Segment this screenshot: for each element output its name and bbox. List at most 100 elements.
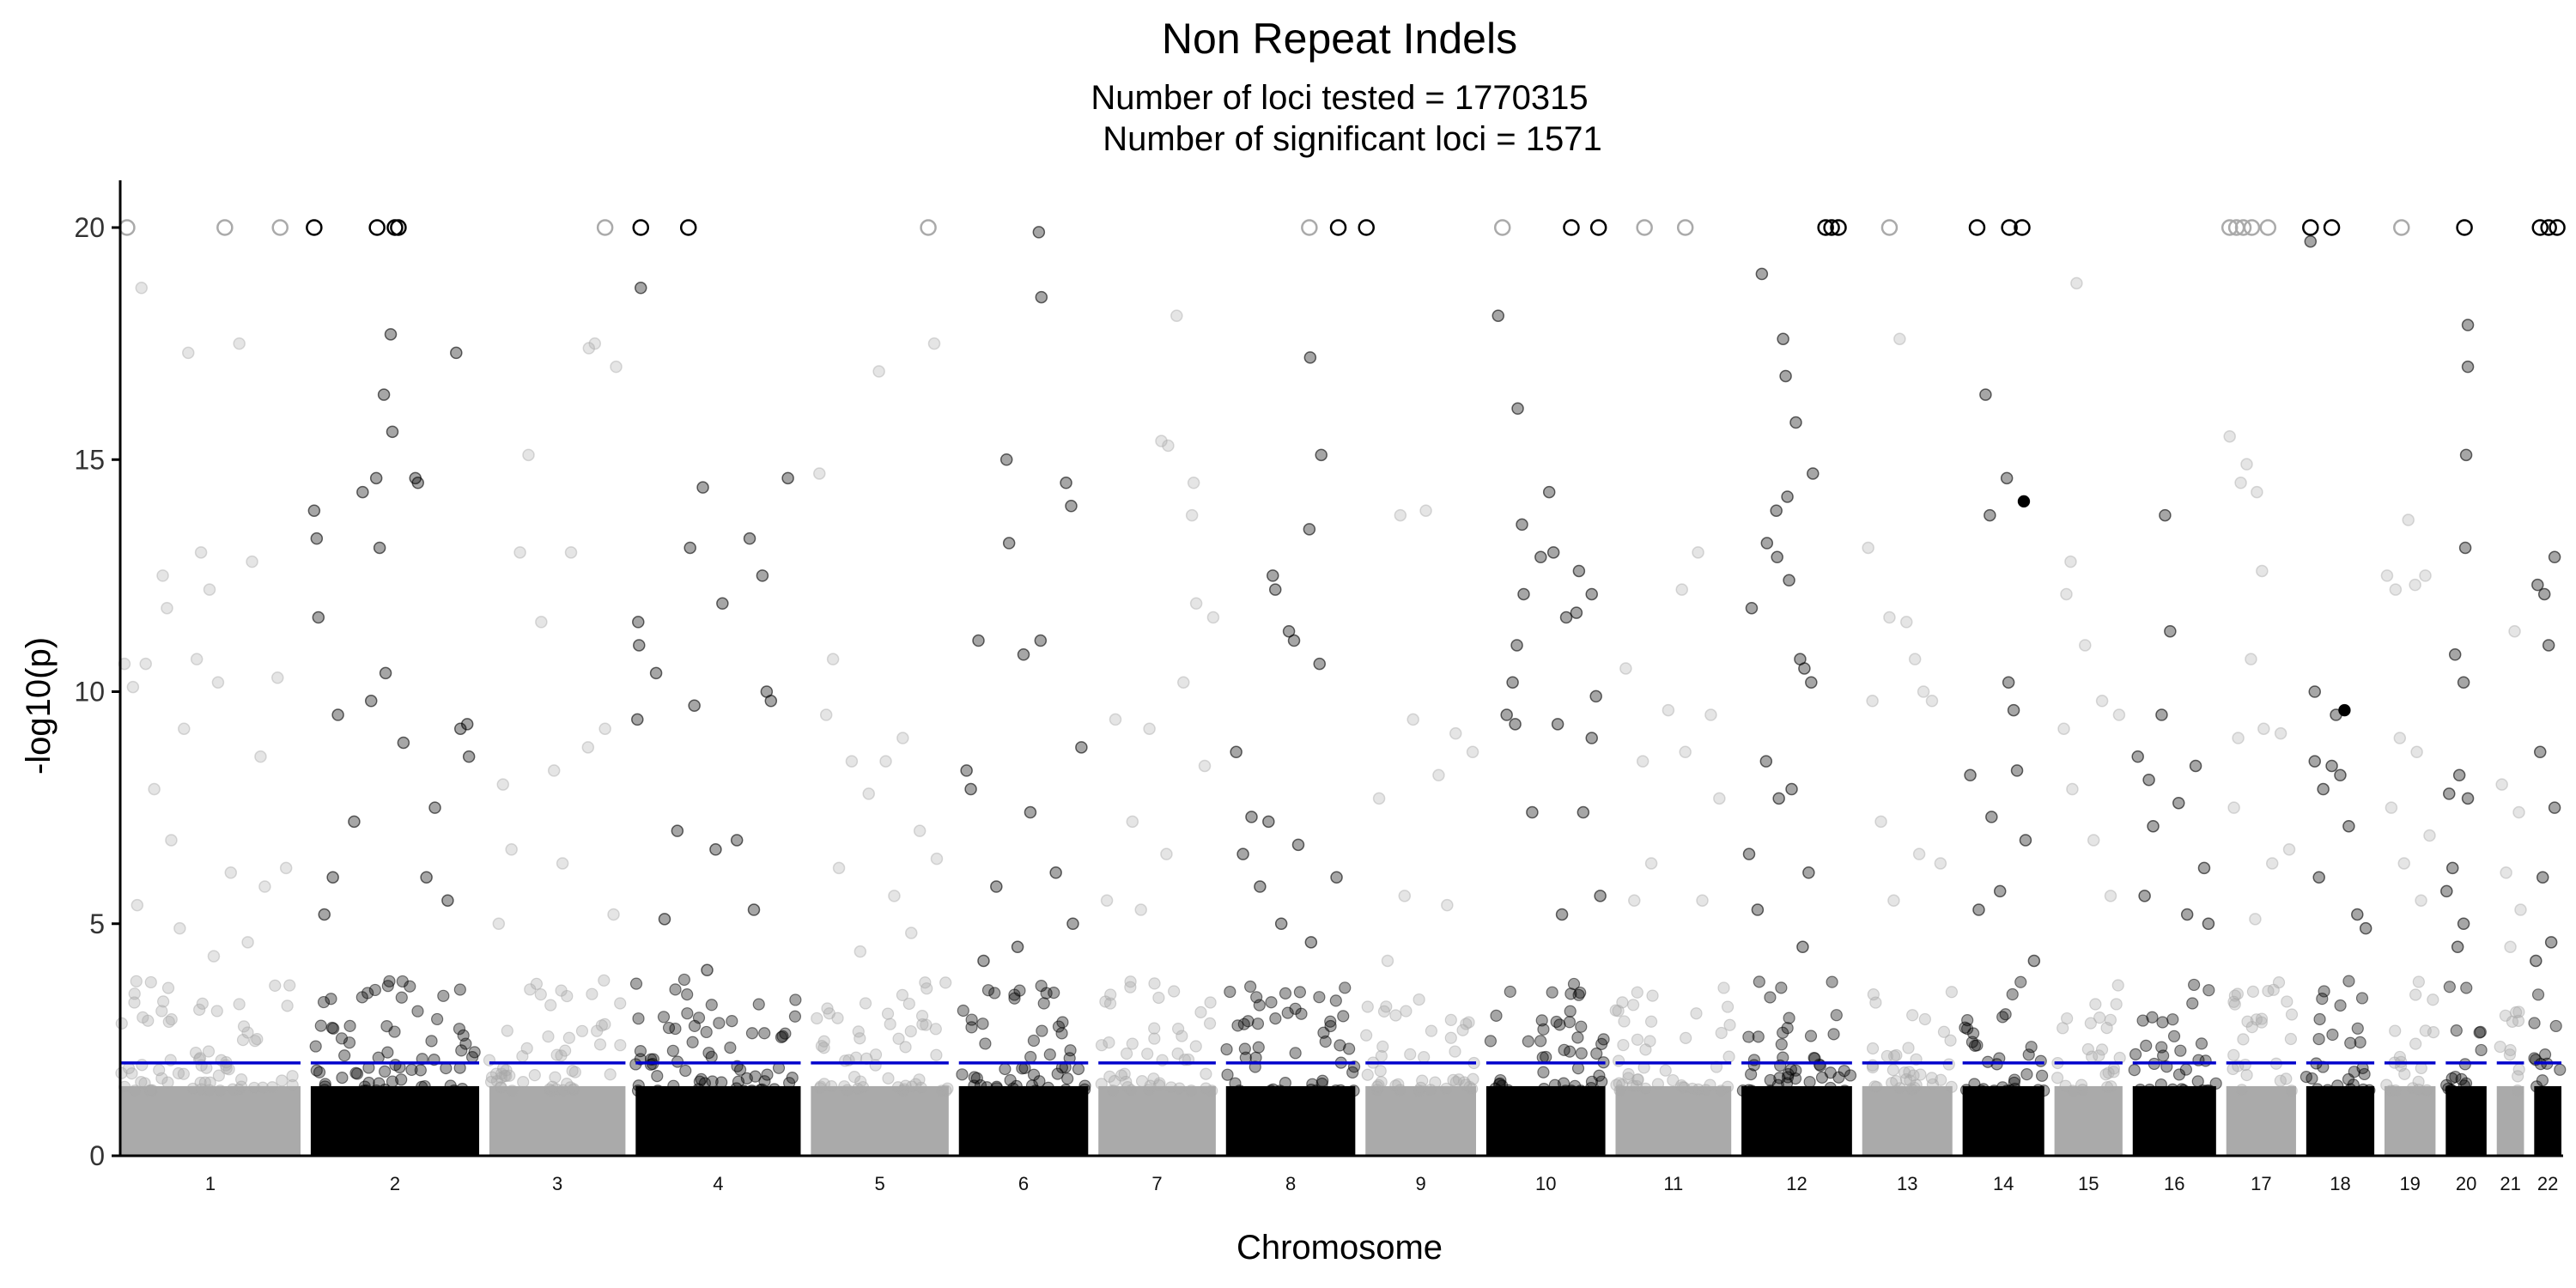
cloud-point	[162, 1015, 175, 1029]
cloud-point	[128, 996, 141, 1009]
data-point	[364, 695, 378, 708]
data-point	[326, 871, 339, 884]
data-point	[2495, 778, 2508, 791]
data-point	[1585, 587, 1598, 601]
cloud-point	[1279, 987, 1292, 999]
cloud-point	[2442, 1082, 2455, 1095]
cloud-point	[2075, 1078, 2088, 1091]
capped-point	[1493, 219, 1511, 236]
dense-point-band-chr11	[1615, 1085, 1732, 1156]
cloud-point	[256, 1081, 270, 1094]
data-point	[2317, 782, 2330, 796]
cloud-point	[327, 1022, 340, 1035]
data-point	[2500, 866, 2512, 879]
cloud-point	[1172, 1022, 1185, 1036]
cloud-point	[1630, 1079, 1643, 1093]
data-point	[1511, 402, 1524, 416]
data-point	[813, 467, 826, 480]
cloud-point	[1203, 1017, 1217, 1030]
cloud-point	[2412, 1083, 2425, 1097]
cloud-point	[651, 1070, 664, 1083]
cloud-point	[1103, 1070, 1116, 1083]
data-point	[2531, 578, 2544, 592]
data-point	[2079, 639, 2092, 652]
data-point	[2138, 890, 2151, 902]
cloud-point	[1360, 1029, 1373, 1042]
cloud-point	[1597, 1033, 1610, 1046]
cloud-point	[1631, 986, 1643, 999]
cloud-point	[1048, 987, 1060, 999]
cloud-point	[1343, 1042, 1356, 1055]
cloud-point	[1231, 1019, 1244, 1032]
data-point	[747, 903, 761, 916]
cloud-point	[1467, 1072, 1479, 1085]
cloud-point	[2274, 1074, 2287, 1087]
data-point	[2112, 708, 2126, 721]
cloud-point	[1108, 1074, 1121, 1088]
data-point	[2508, 624, 2521, 638]
cloud-point	[1185, 1084, 1198, 1097]
cloud-point	[2475, 1043, 2488, 1057]
cloud-point	[1690, 1007, 1703, 1020]
data-point	[2504, 940, 2517, 954]
data-point	[781, 471, 794, 485]
cloud-point	[1563, 1016, 1577, 1029]
data-point	[1274, 917, 1288, 930]
cloud-chr14	[1959, 975, 2050, 1097]
cloud-point	[2281, 995, 2293, 1008]
cloud-point	[1204, 996, 1217, 1009]
cloud-point	[544, 999, 557, 1012]
cloud-point	[956, 1068, 969, 1081]
data-point	[1126, 815, 1139, 829]
y-axis-title: -log10(p)	[20, 637, 58, 775]
data-point	[1559, 611, 1573, 624]
cloud-point	[1651, 1078, 1665, 1091]
cloud-point	[550, 1048, 563, 1061]
cloud-point	[631, 1084, 645, 1097]
dense-point-band-chr22	[2534, 1085, 2562, 1156]
data-point	[854, 945, 867, 958]
data-point	[2240, 458, 2253, 471]
cloud-point	[447, 1084, 460, 1097]
data-point	[872, 365, 885, 378]
cloud-chr22	[2528, 988, 2567, 1093]
data-point	[2380, 569, 2394, 582]
cloud-point	[1494, 1073, 1507, 1087]
capped-point	[1676, 219, 1694, 236]
cloud-point	[338, 1049, 351, 1062]
data-point	[2530, 954, 2543, 968]
cloud-point	[667, 1079, 680, 1092]
data-point	[522, 448, 535, 462]
data-point	[496, 778, 510, 791]
data-point	[1170, 309, 1183, 322]
cloud-point	[248, 1035, 262, 1048]
data-point	[845, 755, 859, 768]
data-point	[462, 750, 476, 763]
data-point	[2544, 936, 2558, 949]
data-point	[492, 917, 506, 930]
cloud-point	[310, 1064, 323, 1077]
cloud-point	[161, 981, 175, 994]
data-point	[832, 861, 846, 875]
data-point	[1406, 713, 1419, 726]
capped-point	[1358, 219, 1375, 236]
data-point	[233, 337, 246, 350]
cloud-point	[2363, 1084, 2376, 1097]
data-point	[1555, 908, 1569, 921]
capped-point	[1589, 219, 1607, 236]
cloud-point	[1996, 1081, 2009, 1094]
data-point	[2409, 578, 2421, 592]
data-point	[2393, 732, 2407, 744]
cloud-point	[2228, 989, 2241, 1002]
cloud-chr17	[2227, 976, 2299, 1097]
data-point	[1807, 467, 1820, 480]
cloud-point	[2025, 1041, 2038, 1054]
cloud-point	[1838, 1084, 1851, 1097]
cloud-point	[692, 1012, 706, 1024]
cloud-point	[459, 1037, 472, 1050]
cloud-point	[2255, 1012, 2269, 1025]
cloud-point	[634, 1044, 647, 1058]
data-point	[879, 755, 892, 768]
cloud-point	[981, 984, 995, 997]
